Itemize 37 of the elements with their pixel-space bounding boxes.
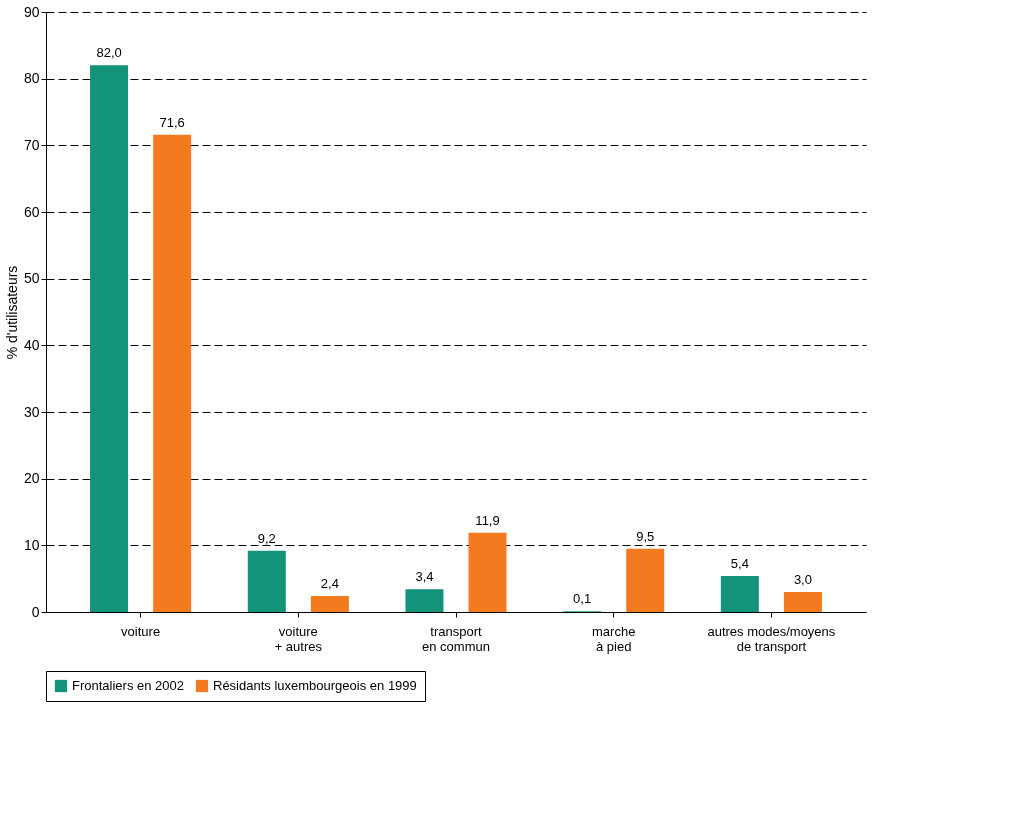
y-tick-label: 30 [23, 403, 40, 420]
data-label: 5,4 [730, 556, 749, 571]
y-axis-title: % d'utilisateurs [3, 265, 20, 360]
legend-label: Résidants luxembourgeois en 1999 [213, 678, 417, 693]
y-tick-label: 60 [23, 203, 40, 220]
y-tick-label: 80 [23, 70, 40, 87]
data-label: 2,4 [320, 576, 339, 591]
bar [468, 532, 507, 612]
data-label: 71,6 [159, 114, 185, 130]
bar [720, 576, 759, 612]
bar [310, 596, 349, 612]
bar [405, 589, 444, 612]
y-tick-label: 40 [23, 336, 40, 353]
bar [247, 550, 286, 612]
bar [90, 65, 129, 612]
data-label: 82,0 [96, 45, 122, 61]
legend-label: Frontaliers en 2002 [72, 678, 185, 693]
data-label: 11,9 [475, 512, 500, 528]
y-tick-label: 70 [23, 136, 40, 153]
data-label: 3,0 [793, 572, 812, 587]
x-tick-label: voiture [121, 623, 161, 639]
data-label: 3,4 [415, 569, 434, 585]
y-tick-label: 10 [23, 536, 40, 553]
bar [153, 134, 192, 612]
y-tick-label: 90 [23, 3, 40, 20]
data-label: 9,2 [257, 530, 276, 546]
y-tick-label: 50 [23, 270, 40, 287]
data-label: 9,5 [636, 528, 655, 544]
bar [783, 592, 822, 612]
x-tick-label: voiture + autres [274, 623, 323, 654]
x-tick-label: marche à pied [592, 623, 636, 654]
bar [626, 548, 665, 612]
x-tick-label: transport en commun [422, 623, 490, 654]
y-tick-label: 0 [31, 603, 40, 620]
data-label: 0,1 [573, 591, 592, 607]
x-tick-label: autres modes/moyens de transport [707, 623, 836, 654]
y-tick-label: 20 [23, 470, 40, 487]
